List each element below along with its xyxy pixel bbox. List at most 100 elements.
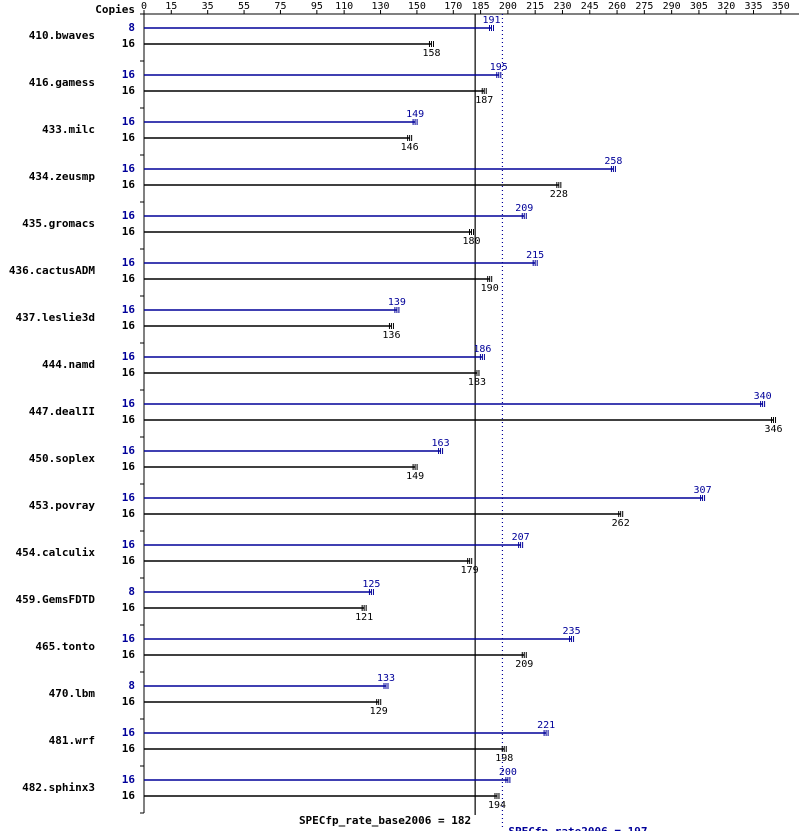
peak-value-label: 133 [377, 673, 395, 684]
peak-value-label: 221 [537, 720, 555, 731]
base-copies: 16 [122, 601, 136, 614]
peak-value-label: 200 [499, 767, 517, 778]
benchmark-name: 454.calculix [16, 546, 96, 559]
benchmark-name: 470.lbm [49, 687, 96, 700]
base-value-label: 183 [468, 377, 486, 388]
benchmark-name: 450.soplex [29, 452, 96, 465]
axis-tick-label: 110 [335, 1, 353, 12]
base-copies: 16 [122, 648, 136, 661]
benchmark-name: 436.cactusADM [9, 264, 95, 277]
base-value-label: 187 [475, 95, 493, 106]
base-value-label: 346 [764, 424, 782, 435]
benchmark-name: 416.gamess [29, 76, 95, 89]
axis-tick-label: 0 [141, 1, 147, 12]
base-copies: 16 [122, 460, 136, 473]
peak-copies: 16 [122, 538, 136, 551]
peak-value-label: 186 [473, 344, 491, 355]
axis-tick-label: 335 [744, 1, 762, 12]
benchmark-name: 453.povray [29, 499, 96, 512]
axis-tick-label: 260 [608, 1, 626, 12]
base-value-label: 194 [488, 800, 506, 811]
spec-rate-chart: 0153555759511013015017018520021523024526… [0, 0, 799, 831]
base-value-label: 146 [401, 142, 419, 153]
peak-value-label: 235 [563, 626, 581, 637]
axis-tick-label: 170 [444, 1, 462, 12]
axis-tick-label: 55 [238, 1, 250, 12]
benchmark-name: 481.wrf [49, 734, 95, 747]
peak-copies: 16 [122, 444, 136, 457]
benchmark-name: 447.dealII [29, 405, 95, 418]
peak-value-label: 195 [490, 62, 508, 73]
copies-header: Copies [95, 3, 135, 16]
benchmark-name: 437.leslie3d [16, 311, 95, 324]
peak-copies: 8 [128, 679, 135, 692]
axis-tick-label: 350 [772, 1, 790, 12]
base-copies: 16 [122, 319, 136, 332]
base-ref-label: SPECfp_rate_base2006 = 182 [299, 814, 471, 827]
benchmark-name: 435.gromacs [22, 217, 95, 230]
peak-copies: 8 [128, 21, 135, 34]
peak-value-label: 209 [515, 203, 533, 214]
peak-ref-label: SPECfp_rate2006 = 197 [508, 825, 647, 831]
axis-tick-label: 130 [371, 1, 389, 12]
benchmark-name: 410.bwaves [29, 29, 95, 42]
base-copies: 16 [122, 413, 136, 426]
base-copies: 16 [122, 178, 136, 191]
peak-value-label: 215 [526, 250, 544, 261]
benchmark-name: 459.GemsFDTD [16, 593, 96, 606]
peak-value-label: 258 [604, 156, 622, 167]
base-value-label: 149 [406, 471, 424, 482]
base-value-label: 129 [370, 706, 388, 717]
peak-value-label: 139 [388, 297, 406, 308]
peak-copies: 16 [122, 491, 136, 504]
axis-tick-label: 215 [526, 1, 544, 12]
base-copies: 16 [122, 742, 136, 755]
axis-tick-label: 230 [553, 1, 571, 12]
base-copies: 16 [122, 554, 136, 567]
peak-value-label: 125 [362, 579, 380, 590]
axis-tick-label: 95 [311, 1, 323, 12]
peak-copies: 16 [122, 256, 136, 269]
base-copies: 16 [122, 84, 136, 97]
peak-copies: 16 [122, 68, 136, 81]
base-value-label: 198 [495, 753, 513, 764]
peak-copies: 16 [122, 303, 136, 316]
benchmark-name: 482.sphinx3 [22, 781, 95, 794]
peak-value-label: 149 [406, 109, 424, 120]
base-value-label: 190 [481, 283, 499, 294]
base-value-label: 136 [382, 330, 400, 341]
peak-copies: 16 [122, 115, 136, 128]
peak-copies: 16 [122, 632, 136, 645]
peak-copies: 16 [122, 397, 136, 410]
peak-copies: 16 [122, 162, 136, 175]
base-copies: 16 [122, 695, 136, 708]
axis-tick-label: 320 [717, 1, 735, 12]
base-value-label: 179 [461, 565, 479, 576]
axis-tick-label: 290 [663, 1, 681, 12]
axis-tick-label: 75 [274, 1, 286, 12]
peak-value-label: 191 [482, 15, 500, 26]
axis-tick-label: 15 [165, 1, 177, 12]
benchmark-name: 465.tonto [35, 640, 95, 653]
base-copies: 16 [122, 366, 136, 379]
axis-tick-label: 150 [408, 1, 426, 12]
base-value-label: 262 [612, 518, 630, 529]
base-value-label: 121 [355, 612, 373, 623]
peak-value-label: 307 [694, 485, 712, 496]
axis-tick-label: 35 [202, 1, 214, 12]
base-value-label: 228 [550, 189, 568, 200]
peak-value-label: 207 [512, 532, 530, 543]
benchmark-name: 434.zeusmp [29, 170, 96, 183]
peak-value-label: 163 [432, 438, 450, 449]
base-value-label: 209 [515, 659, 533, 670]
axis-tick-label: 275 [635, 1, 653, 12]
peak-copies: 8 [128, 585, 135, 598]
base-copies: 16 [122, 225, 136, 238]
base-copies: 16 [122, 37, 136, 50]
axis-tick-label: 245 [581, 1, 599, 12]
base-copies: 16 [122, 507, 136, 520]
benchmark-name: 444.namd [42, 358, 95, 371]
peak-copies: 16 [122, 350, 136, 363]
peak-value-label: 340 [754, 391, 772, 402]
axis-tick-label: 200 [499, 1, 517, 12]
